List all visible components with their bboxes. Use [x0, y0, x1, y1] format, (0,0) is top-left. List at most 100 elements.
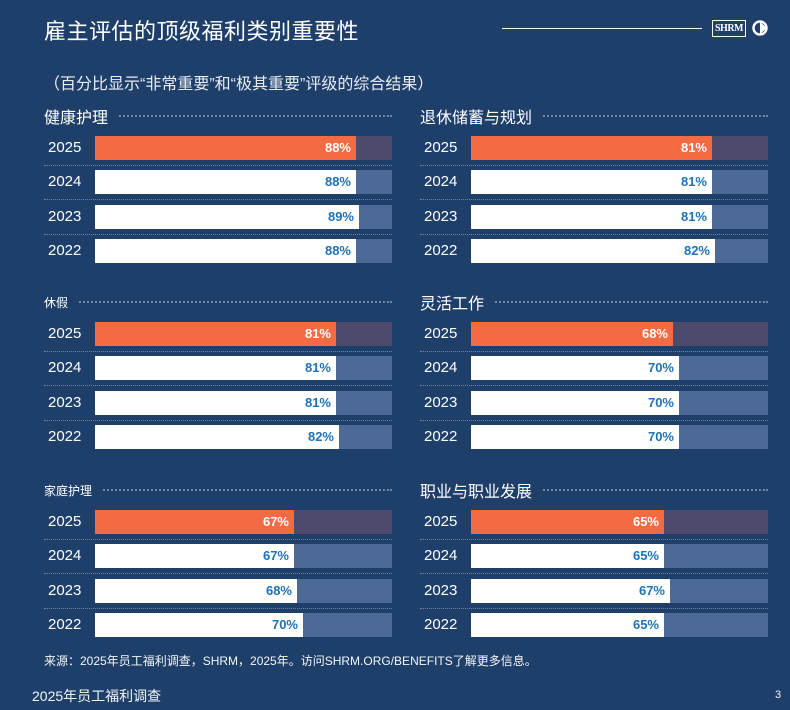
bar-track: 67% — [95, 544, 392, 568]
data-label: 81% — [680, 209, 707, 224]
bar: 70% — [471, 425, 679, 449]
row-separator — [44, 351, 392, 352]
brand-mark-icon — [752, 20, 768, 36]
dotted-rule — [420, 489, 768, 491]
bar-track: 70% — [471, 425, 768, 449]
data-label: 68% — [641, 326, 668, 341]
bar-row: 2025 68% — [420, 322, 768, 352]
chart-subtitle: （百分比显示“非常重要”和“极其重要”评级的综合结果） — [44, 76, 434, 93]
chart-panel: 职业与职业发展 2025 65% 2024 65% 2023 67% 2022 65% — [420, 478, 768, 637]
data-label: 88% — [324, 174, 351, 189]
row-separator — [420, 234, 768, 235]
bar-track: 89% — [95, 205, 392, 229]
year-label: 2024 — [48, 547, 82, 564]
bar-row: 2024 67% — [44, 544, 392, 574]
data-label: 67% — [638, 583, 665, 598]
footer-report-name: 2025年员工福利调查 — [32, 688, 162, 704]
data-label: 88% — [324, 140, 351, 155]
bar: 82% — [471, 239, 715, 263]
bar: 89% — [95, 205, 359, 229]
data-label: 67% — [262, 548, 289, 563]
bar-track: 65% — [471, 544, 768, 568]
year-label: 2023 — [48, 394, 82, 411]
data-label: 81% — [304, 360, 331, 375]
bar-track: 70% — [471, 391, 768, 415]
row-separator — [44, 234, 392, 235]
chart-title: 职业与职业发展 — [420, 478, 543, 502]
row-separator — [420, 539, 768, 540]
data-label: 65% — [632, 617, 659, 632]
year-label: 2022 — [424, 616, 458, 633]
chart-title: 休假 — [44, 294, 79, 311]
bar: 67% — [471, 579, 670, 603]
row-separator — [44, 420, 392, 421]
bar-row: 2022 82% — [44, 425, 392, 449]
shrm-logo: SHRM — [712, 20, 746, 37]
row-separator — [420, 351, 768, 352]
data-label: 68% — [265, 583, 292, 598]
bar-track: 65% — [471, 510, 768, 534]
dotted-rule — [44, 489, 392, 491]
data-label: 88% — [324, 243, 351, 258]
data-label: 65% — [632, 514, 659, 529]
bar: 70% — [95, 613, 303, 637]
bar: 81% — [471, 136, 712, 160]
bar-row: 2022 82% — [420, 239, 768, 263]
bar-track: 65% — [471, 613, 768, 637]
bar-track: 82% — [471, 239, 768, 263]
bar-track: 81% — [471, 170, 768, 194]
year-label: 2023 — [48, 208, 82, 225]
bar: 70% — [471, 356, 679, 380]
bar-row: 2023 81% — [44, 391, 392, 421]
bar-row: 2022 88% — [44, 239, 392, 263]
bar-row: 2025 81% — [44, 322, 392, 352]
page-number: 3 — [775, 689, 782, 701]
bar: 70% — [471, 391, 679, 415]
year-label: 2022 — [48, 242, 82, 259]
bar-track: 88% — [95, 239, 392, 263]
bar-track: 70% — [95, 613, 392, 637]
year-label: 2023 — [424, 582, 458, 599]
data-label: 70% — [647, 395, 674, 410]
data-label: 81% — [304, 326, 331, 341]
chart-panel: 退休储蓄与规划 2025 81% 2024 81% 2023 81% 2022 82% — [420, 104, 768, 263]
data-label: 81% — [680, 174, 707, 189]
row-separator — [420, 608, 768, 609]
data-label: 70% — [647, 360, 674, 375]
chart-title: 退休储蓄与规划 — [420, 104, 543, 128]
row-separator — [44, 199, 392, 200]
year-label: 2022 — [424, 242, 458, 259]
year-label: 2025 — [48, 513, 82, 530]
bar: 65% — [471, 510, 664, 534]
bar-row: 2023 67% — [420, 579, 768, 609]
bar-track: 70% — [471, 356, 768, 380]
chart-header: 健康护理 — [44, 104, 392, 128]
row-separator — [420, 385, 768, 386]
bar: 65% — [471, 544, 664, 568]
data-label: 65% — [632, 548, 659, 563]
bar: 81% — [95, 356, 336, 380]
chart-panel: 休假 2025 81% 2024 81% 2023 81% 2022 82% — [44, 290, 392, 449]
bar-track: 82% — [95, 425, 392, 449]
year-label: 2023 — [424, 394, 458, 411]
row-separator — [420, 165, 768, 166]
bar-row: 2024 88% — [44, 170, 392, 200]
bar-row: 2022 70% — [420, 425, 768, 449]
row-separator — [44, 573, 392, 574]
row-separator — [44, 385, 392, 386]
year-label: 2024 — [424, 359, 458, 376]
bar-row: 2022 65% — [420, 613, 768, 637]
row-separator — [44, 165, 392, 166]
bar-row: 2024 65% — [420, 544, 768, 574]
chart-title: 灵活工作 — [420, 290, 495, 314]
bar: 67% — [95, 510, 294, 534]
bar: 68% — [95, 579, 297, 603]
bar: 81% — [471, 205, 712, 229]
chart-title: 健康护理 — [44, 104, 119, 128]
year-label: 2025 — [424, 139, 458, 156]
year-label: 2024 — [424, 547, 458, 564]
data-label: 67% — [262, 514, 289, 529]
row-separator — [420, 420, 768, 421]
data-label: 81% — [680, 140, 707, 155]
year-label: 2024 — [424, 173, 458, 190]
